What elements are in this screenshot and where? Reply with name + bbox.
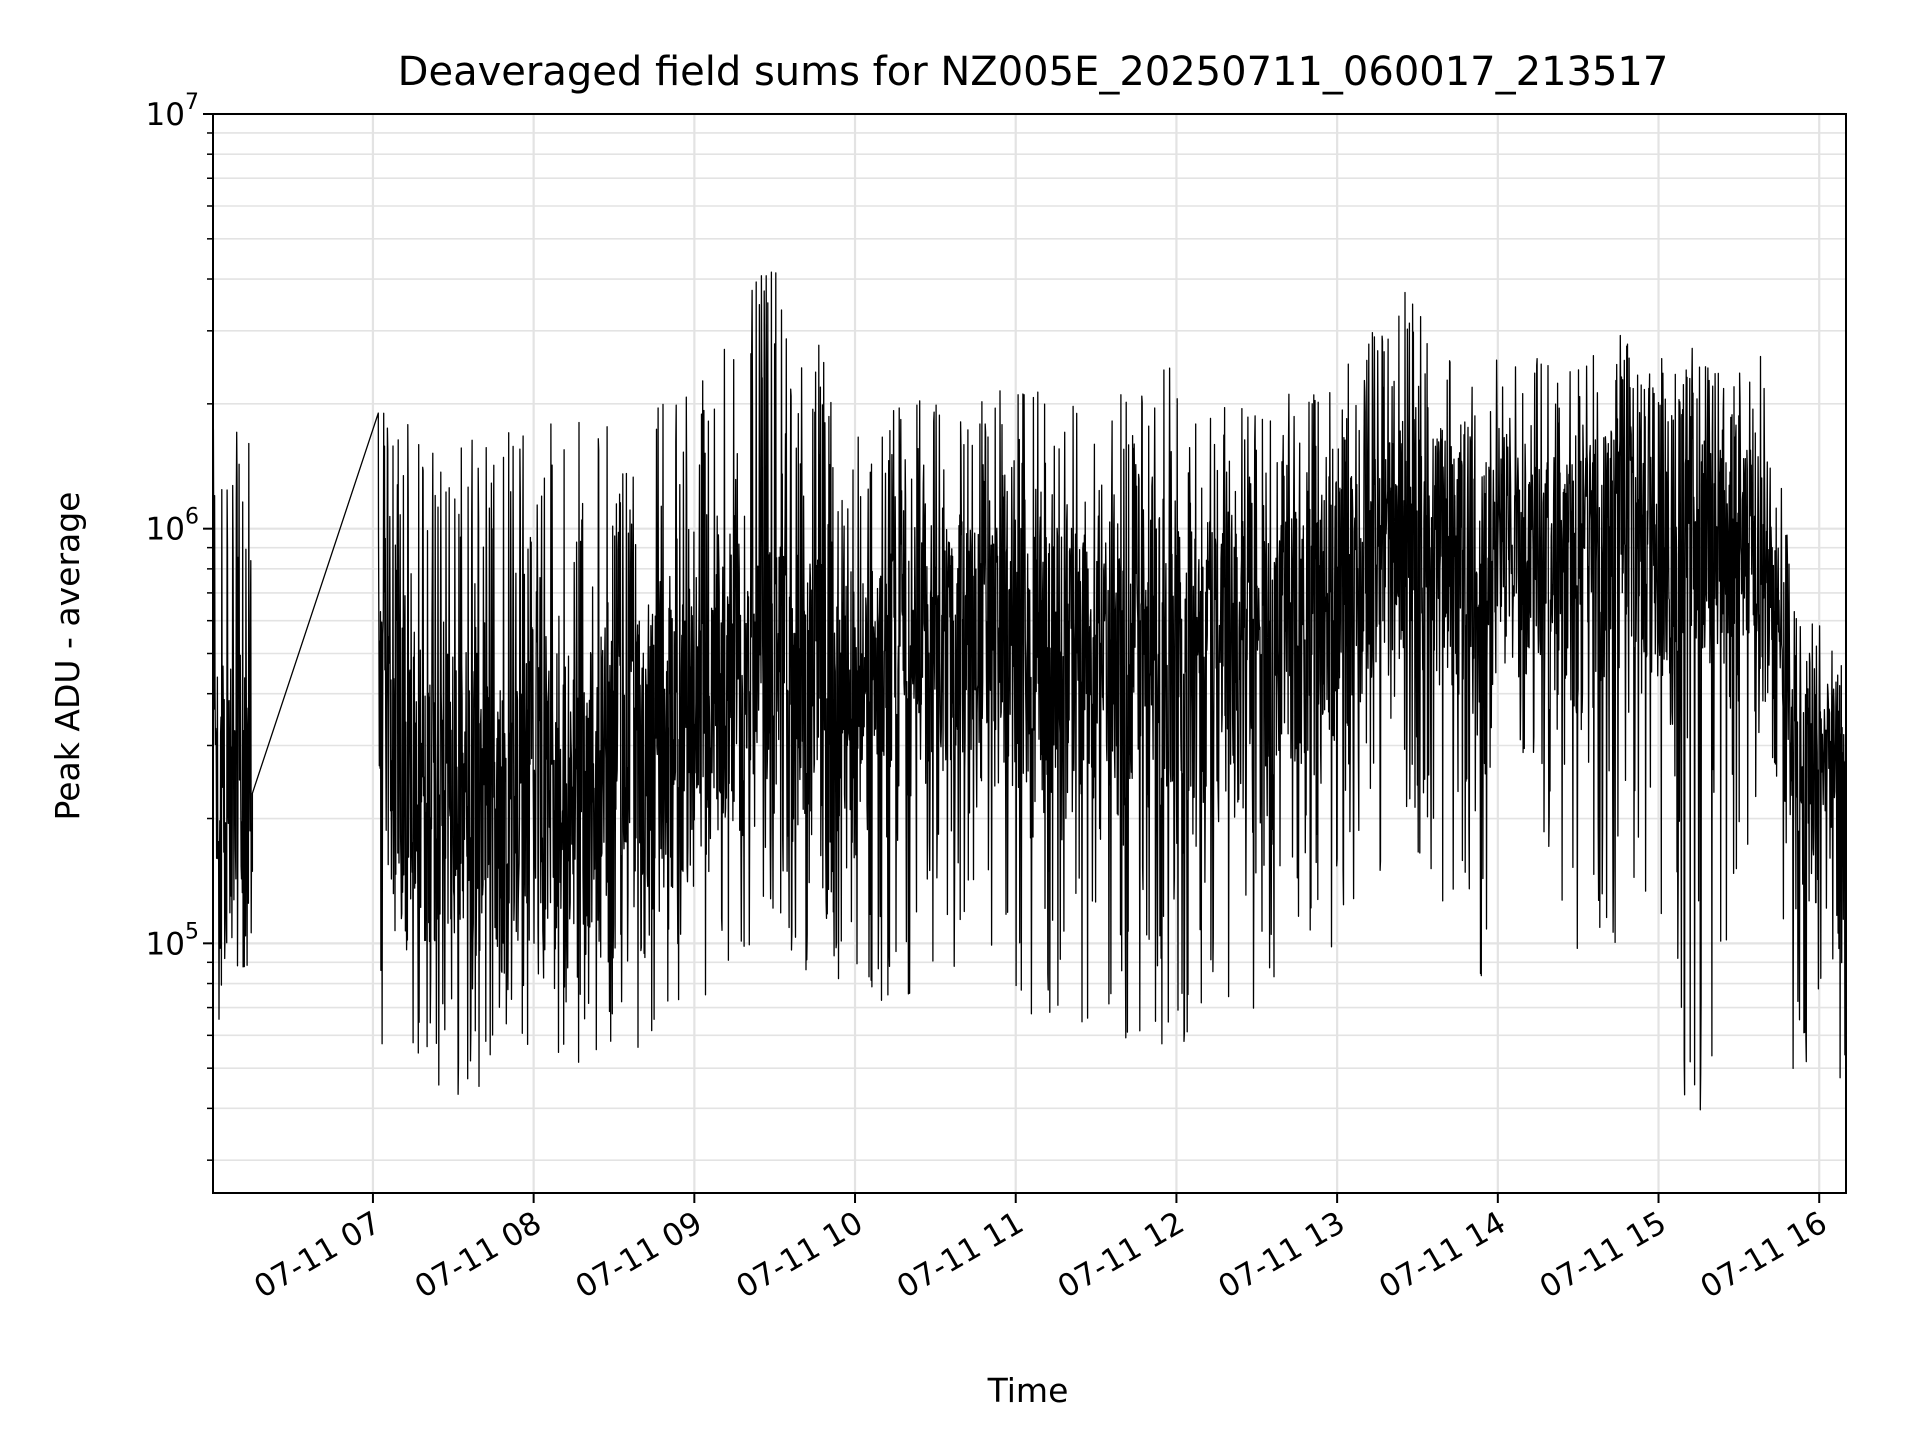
y-axis-title: Peak ADU - average: [48, 492, 87, 821]
y-tick-label: 107: [146, 90, 199, 133]
series-path: [212, 271, 1847, 1111]
series-line: [212, 271, 1847, 1111]
x-axis-title: Time: [987, 1371, 1069, 1410]
y-tick-label: 105: [146, 919, 199, 962]
y-axis: 105 106 107: [146, 90, 213, 1161]
chart-title: Deaveraged field sums for NZ005E_2025071…: [398, 49, 1669, 95]
y-tick-label: 106: [146, 505, 199, 548]
